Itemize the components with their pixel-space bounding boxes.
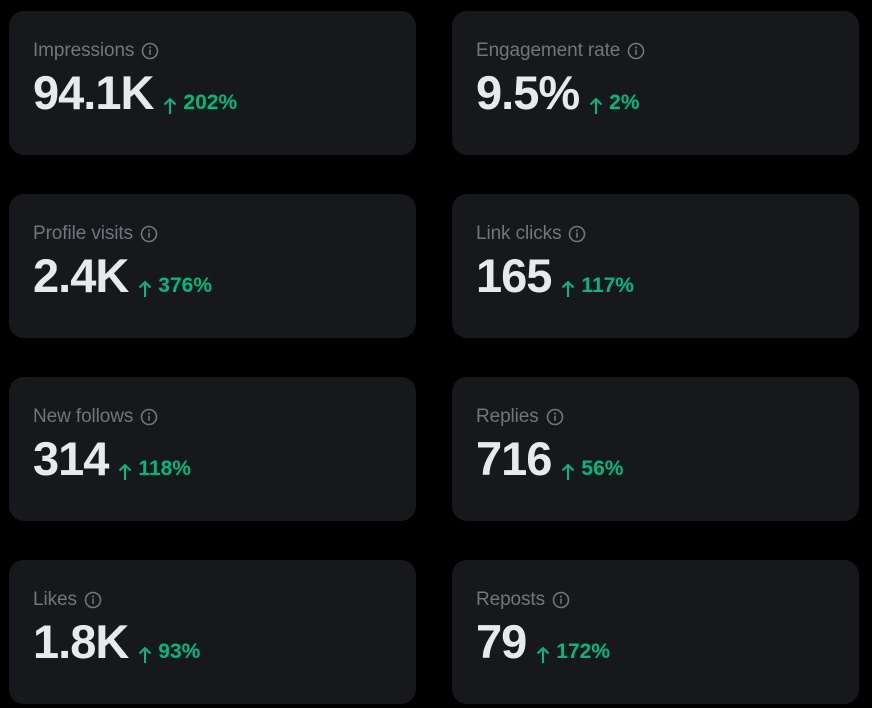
metric-card-replies[interactable]: Replies 716 56% — [452, 377, 859, 521]
metric-label: Reposts — [476, 589, 546, 610]
metric-value-row: 716 56% — [476, 431, 835, 487]
metric-change: 118% — [118, 457, 191, 481]
metric-card-new-follows[interactable]: New follows 314 118% — [9, 377, 416, 521]
metric-card-link-clicks[interactable]: Link clicks 165 117% — [452, 194, 859, 338]
metric-label-row: Likes — [33, 588, 392, 612]
metric-value-row: 314 118% — [33, 431, 392, 487]
metric-value-row: 2.4K 376% — [33, 248, 392, 304]
metric-value: 2.4K — [33, 249, 129, 302]
metric-value: 1.8K — [33, 615, 129, 668]
metric-change-value: 56% — [581, 457, 624, 480]
metric-value: 9.5% — [476, 66, 580, 119]
metric-label: Likes — [33, 589, 77, 610]
metric-label: Engagement rate — [476, 40, 621, 61]
arrow-up-icon — [562, 463, 575, 480]
metric-change: 172% — [536, 640, 610, 664]
metric-value-row: 94.1K 202% — [33, 65, 392, 121]
arrow-up-icon — [119, 463, 132, 480]
metric-card-reposts[interactable]: Reposts 79 172% — [452, 560, 859, 704]
arrow-up-icon — [164, 97, 177, 114]
arrow-up-icon — [139, 280, 152, 297]
metric-change: 202% — [163, 91, 237, 115]
metric-card-impressions[interactable]: Impressions 94.1K 202% — [9, 11, 416, 155]
metric-label-row: Reposts — [476, 588, 835, 612]
metric-label-row: Link clicks — [476, 222, 835, 246]
arrow-up-icon — [562, 280, 575, 297]
info-circle-icon[interactable] — [140, 225, 158, 243]
info-circle-icon[interactable] — [546, 408, 564, 426]
info-circle-icon[interactable] — [568, 225, 586, 243]
metric-value-row: 1.8K 93% — [33, 614, 392, 670]
metric-change: 2% — [589, 91, 640, 115]
info-circle-icon[interactable] — [552, 591, 570, 609]
metric-label-row: Impressions — [33, 39, 392, 63]
metric-label-row: Engagement rate — [476, 39, 835, 63]
metric-value-row: 9.5% 2% — [476, 65, 835, 121]
metric-label: Profile visits — [33, 223, 133, 244]
metric-value-row: 79 172% — [476, 614, 835, 670]
metric-label: Link clicks — [476, 223, 562, 244]
arrow-up-icon — [537, 646, 550, 663]
info-circle-icon[interactable] — [141, 42, 159, 60]
arrow-up-icon — [139, 646, 152, 663]
metric-card-profile-visits[interactable]: Profile visits 2.4K 376% — [9, 194, 416, 338]
metric-change: 117% — [561, 274, 634, 298]
info-circle-icon[interactable] — [140, 408, 158, 426]
metrics-grid: Impressions 94.1K 202% Engagement rate 9… — [9, 11, 859, 704]
metric-change-value: 172% — [556, 640, 610, 663]
info-circle-icon[interactable] — [84, 591, 102, 609]
info-circle-icon[interactable] — [627, 42, 645, 60]
metric-change-value: 376% — [158, 274, 212, 297]
metric-label: Replies — [476, 406, 539, 427]
metric-label-row: New follows — [33, 405, 392, 429]
metric-label: New follows — [33, 406, 134, 427]
metric-label-row: Profile visits — [33, 222, 392, 246]
metric-change-value: 202% — [183, 91, 238, 114]
metric-value: 716 — [476, 432, 552, 485]
metric-card-engagement-rate[interactable]: Engagement rate 9.5% 2% — [452, 11, 859, 155]
metric-change-value: 2% — [609, 91, 640, 114]
metric-card-likes[interactable]: Likes 1.8K 93% — [9, 560, 416, 704]
metric-value-row: 165 117% — [476, 248, 835, 304]
metric-change: 56% — [561, 457, 623, 481]
metric-change: 93% — [138, 640, 200, 664]
metric-value: 79 — [476, 615, 527, 668]
metric-label-row: Replies — [476, 405, 835, 429]
metric-label: Impressions — [33, 40, 135, 61]
metric-change: 376% — [138, 274, 212, 298]
metric-change-value: 117% — [581, 274, 634, 297]
metric-value: 94.1K — [33, 66, 154, 119]
arrow-up-icon — [589, 97, 603, 114]
metric-change-value: 93% — [158, 640, 201, 663]
metric-value: 314 — [33, 432, 109, 485]
metric-value: 165 — [476, 249, 552, 302]
metric-change-value: 118% — [138, 457, 191, 480]
